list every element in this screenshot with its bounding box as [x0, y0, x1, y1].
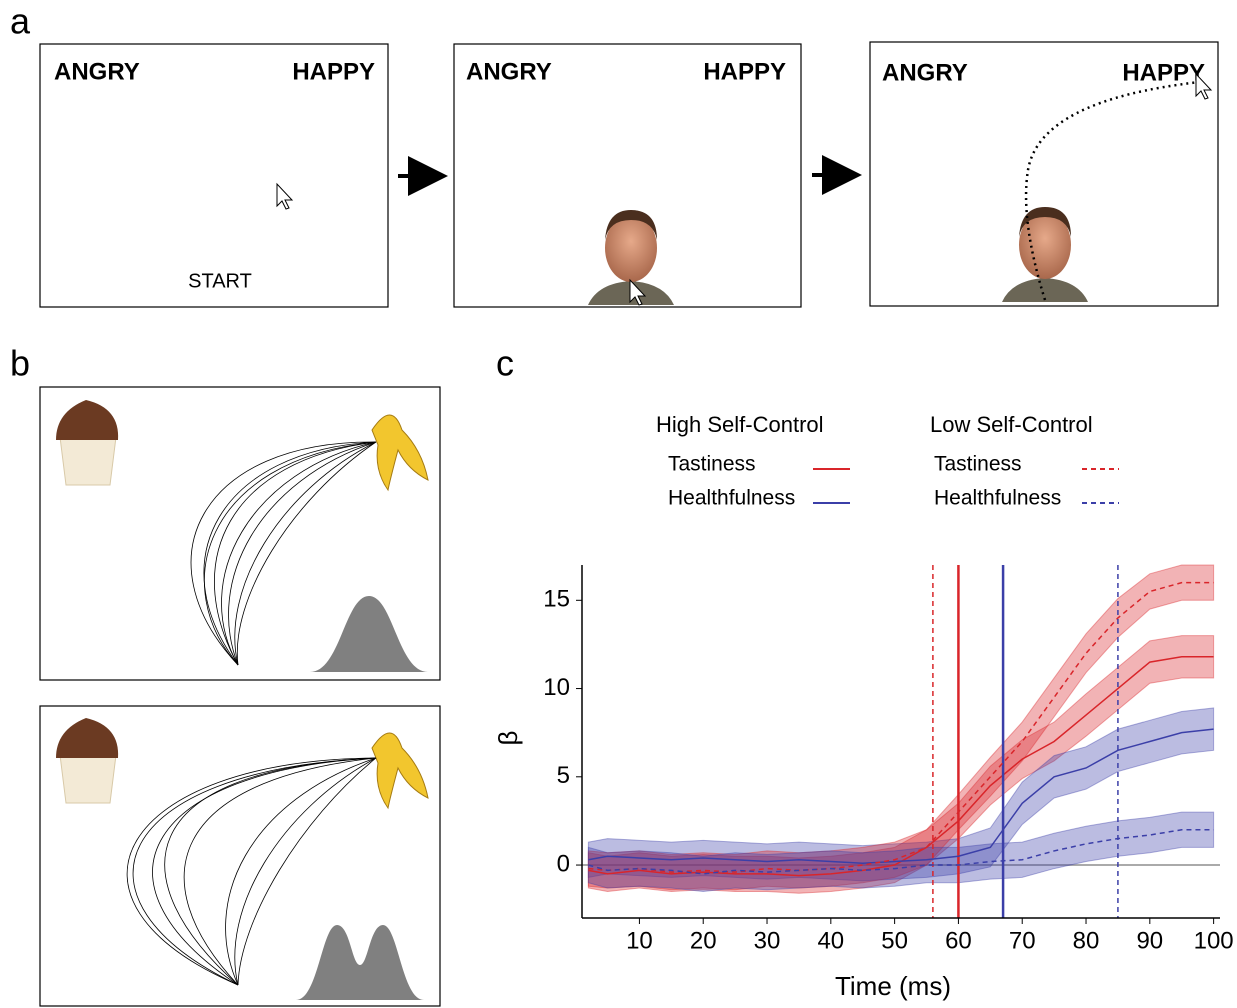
y-tick-label: 10: [543, 674, 570, 701]
panel-label: c: [496, 343, 514, 384]
option-right: HAPPY: [292, 58, 375, 85]
legend-group: Low Self-Control: [930, 412, 1093, 437]
legend-entry: Healthfulness: [668, 487, 795, 510]
panel-label: b: [10, 343, 30, 384]
chart: High Self-Control Low Self-Control 0 5 10 15 1…: [493, 412, 1234, 1001]
y-tick-label: 0: [557, 850, 570, 877]
x-tick-label: 70: [1009, 927, 1036, 954]
option-left: ANGRY: [54, 58, 140, 85]
x-tick-label: 20: [690, 927, 717, 954]
option-left: ANGRY: [466, 58, 552, 85]
y-tick-label: 5: [557, 762, 570, 789]
x-tick-label: 100: [1194, 927, 1234, 954]
option-left: ANGRY: [882, 59, 968, 86]
legend-entry: Tastiness: [668, 453, 756, 476]
y-axis-label: β: [493, 731, 523, 746]
page: a ANGRY HAPPY START ANGRY HAPPY ANGRY HA…: [0, 0, 1237, 1008]
x-tick-label: 40: [817, 927, 844, 954]
x-tick-label: 60: [945, 927, 972, 954]
legend-entry: Tastiness: [934, 453, 1022, 476]
x-tick-label: 50: [881, 927, 908, 954]
figure: a ANGRY HAPPY START ANGRY HAPPY ANGRY HA…: [0, 0, 1237, 1008]
panel-label: a: [10, 1, 31, 42]
y-tick-label: 15: [543, 586, 570, 613]
option-right: HAPPY: [703, 58, 786, 85]
x-axis-label: Time (ms): [835, 971, 951, 1001]
x-tick-label: 90: [1136, 927, 1163, 954]
legend-entry: Healthfulness: [934, 487, 1061, 510]
x-tick-label: 10: [626, 927, 653, 954]
start-button: START: [188, 270, 252, 292]
x-tick-label: 80: [1073, 927, 1100, 954]
legend-group: High Self-Control: [656, 412, 824, 437]
x-tick-label: 30: [754, 927, 781, 954]
